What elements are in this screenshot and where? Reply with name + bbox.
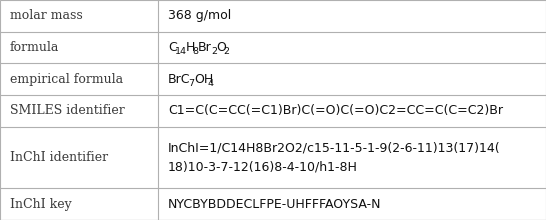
Text: O: O [216,41,226,54]
Text: 368 g/mol: 368 g/mol [168,9,232,22]
Text: empirical formula: empirical formula [10,73,123,86]
Text: BrC: BrC [168,73,191,86]
Text: 4: 4 [207,79,213,88]
Text: H: H [186,41,195,54]
Text: C1=C(C=CC(=C1)Br)C(=O)C(=O)C2=CC=C(C=C2)Br: C1=C(C=CC(=C1)Br)C(=O)C(=O)C2=CC=C(C=C2)… [168,104,503,117]
Text: molar mass: molar mass [10,9,82,22]
Text: 8: 8 [192,47,198,56]
Text: 18)10-3-7-12(16)8-4-10/h1-8H: 18)10-3-7-12(16)8-4-10/h1-8H [168,160,358,173]
Text: InChI identifier: InChI identifier [10,151,108,164]
Text: InChI key: InChI key [10,198,72,211]
Text: SMILES identifier: SMILES identifier [10,104,124,117]
Text: 2: 2 [211,47,217,56]
Text: OH: OH [194,73,213,86]
Text: 7: 7 [189,79,194,88]
Text: C: C [168,41,177,54]
Text: 2: 2 [223,47,229,56]
Text: NYCBYBDDECLFPE-UHFFFAOYSA-N: NYCBYBDDECLFPE-UHFFFAOYSA-N [168,198,382,211]
Text: 14: 14 [175,47,187,56]
Text: formula: formula [10,41,59,54]
Text: InChI=1/C14H8Br2O2/c15-11-5-1-9(2-6-11)13(17)14(: InChI=1/C14H8Br2O2/c15-11-5-1-9(2-6-11)1… [168,141,501,154]
Text: Br: Br [198,41,211,54]
